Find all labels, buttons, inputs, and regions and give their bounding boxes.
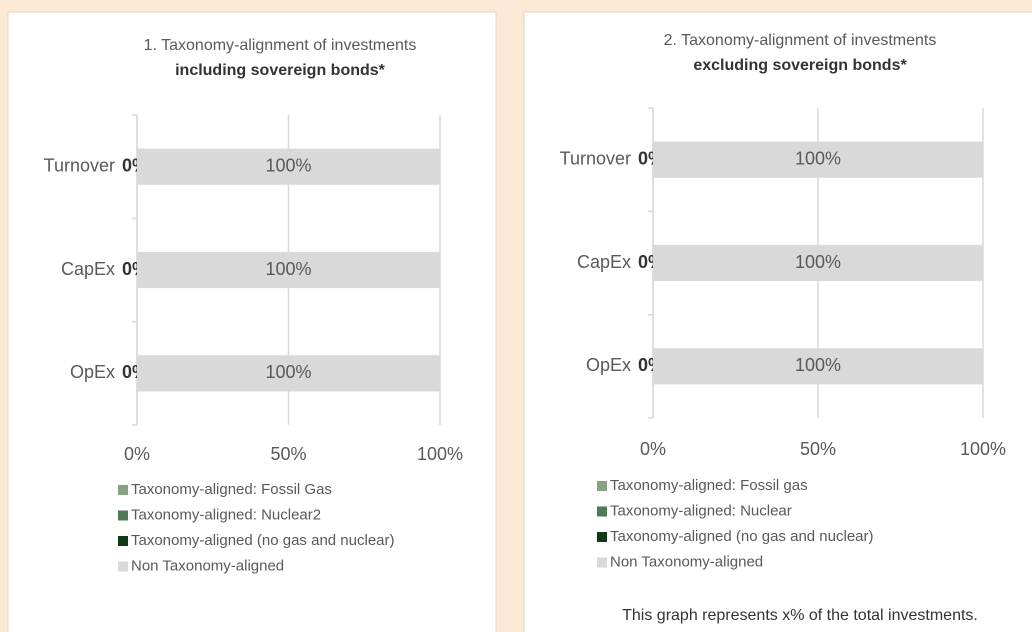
annotation: This graph represents x% of the total in… bbox=[622, 607, 978, 624]
legend-label: Non Taxonomy-aligned bbox=[131, 557, 284, 574]
data-label: 100% bbox=[265, 259, 311, 279]
bar-segment bbox=[653, 348, 983, 385]
data-label: 100% bbox=[795, 252, 841, 272]
legend-label: Taxonomy-aligned: Fossil gas bbox=[610, 477, 808, 494]
bar-segment bbox=[137, 355, 440, 392]
x-tick-label: 50% bbox=[800, 439, 836, 459]
legend-swatch bbox=[118, 536, 128, 546]
legend-swatch bbox=[118, 485, 128, 495]
x-tick-label: 100% bbox=[417, 444, 463, 464]
data-label: 100% bbox=[265, 362, 311, 382]
legend-label: Taxonomy-aligned: Nuclear2 bbox=[131, 506, 321, 523]
y-tick-label: Turnover bbox=[44, 155, 115, 175]
legend-label: Taxonomy-aligned (no gas and nuclear) bbox=[610, 528, 874, 545]
panel bbox=[523, 11, 1032, 632]
y-tick-label: Turnover bbox=[560, 148, 631, 168]
y-tick-label: CapEx bbox=[61, 259, 115, 279]
x-tick-label: 100% bbox=[960, 439, 1006, 459]
data-label: 100% bbox=[795, 355, 841, 375]
y-tick-label: CapEx bbox=[577, 252, 631, 272]
legend-label: Taxonomy-aligned (no gas and nuclear) bbox=[131, 532, 395, 549]
bar-segment bbox=[653, 141, 983, 178]
data-label: 100% bbox=[265, 155, 311, 175]
x-tick-label: 0% bbox=[640, 439, 666, 459]
panel bbox=[7, 11, 497, 632]
bar-segment bbox=[137, 148, 440, 185]
bar-segment bbox=[137, 251, 440, 289]
legend-swatch bbox=[118, 510, 128, 521]
chart-subtitle: excluding sovereign bonds* bbox=[693, 57, 907, 74]
chart-title: 1. Taxonomy-alignment of investments bbox=[144, 37, 417, 54]
x-tick-label: 50% bbox=[270, 444, 306, 464]
x-tick-label: 0% bbox=[124, 444, 150, 464]
legend-swatch bbox=[597, 481, 607, 491]
y-tick-label: OpEx bbox=[586, 355, 631, 375]
legend-swatch bbox=[597, 557, 607, 568]
legend-swatch bbox=[118, 561, 128, 572]
legend-swatch bbox=[597, 532, 607, 542]
data-label: 100% bbox=[795, 148, 841, 168]
chart-subtitle: including sovereign bonds* bbox=[175, 62, 386, 79]
legend-label: Taxonomy-aligned: Nuclear bbox=[610, 502, 792, 519]
legend-label: Taxonomy-aligned: Fossil Gas bbox=[131, 481, 332, 498]
chart-title: 2. Taxonomy-alignment of investments bbox=[664, 32, 937, 49]
bar-segment bbox=[653, 244, 983, 282]
legend-swatch bbox=[597, 506, 607, 517]
y-tick-label: OpEx bbox=[70, 362, 115, 382]
legend-label: Non Taxonomy-aligned bbox=[610, 553, 763, 570]
